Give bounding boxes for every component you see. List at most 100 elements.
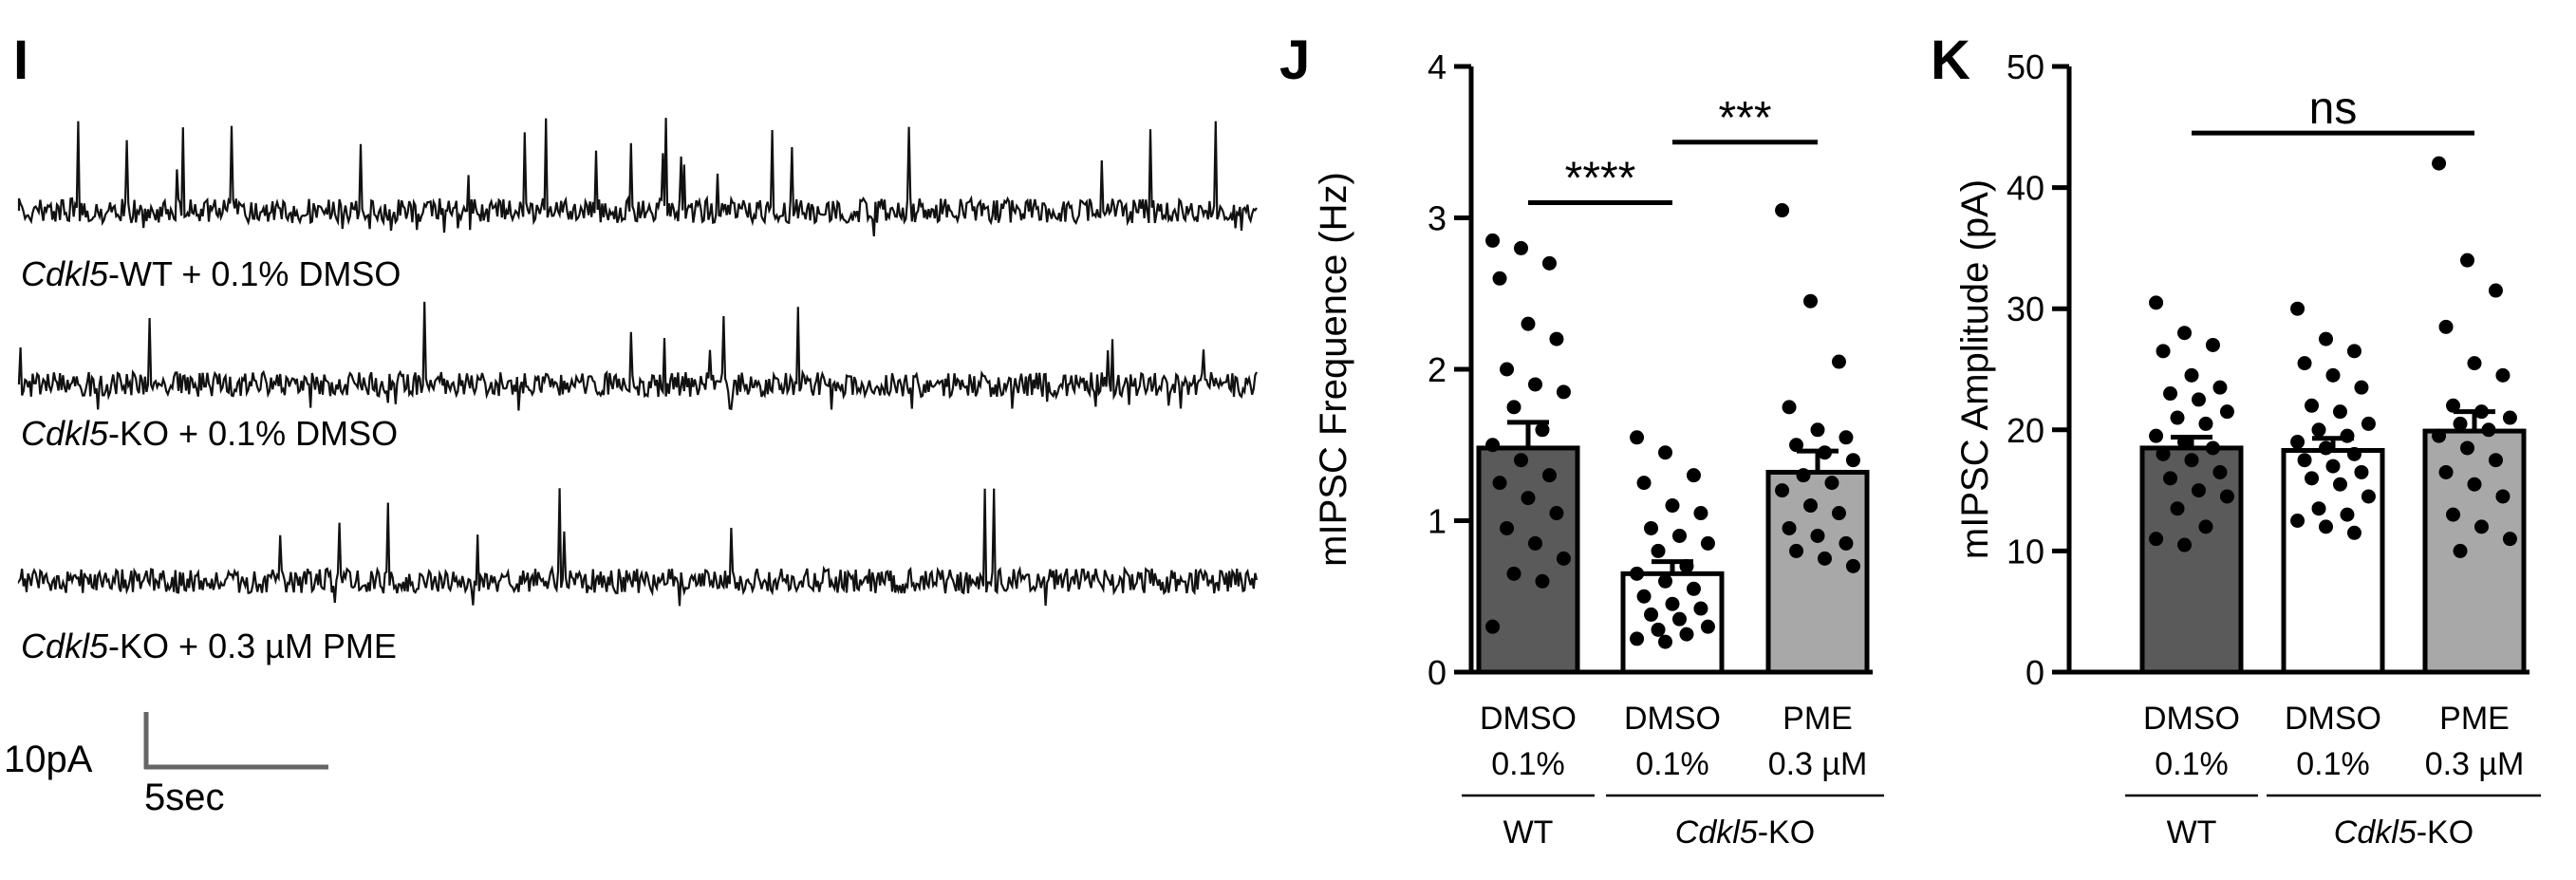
chart-mipsc-frequency: mIPSC Frequence (Hz) 0 1 2 3 4 DMSO 0.1% DMSO 0.1… — [1313, 47, 1884, 851]
category-label-line2: 0.1% — [1635, 746, 1709, 782]
data-point — [2311, 501, 2326, 516]
data-point — [1817, 445, 1832, 460]
data-point — [1839, 430, 1854, 445]
data-point — [2438, 319, 2454, 334]
category-label-line2: 0.1% — [1491, 746, 1565, 782]
category-label-line1: PME — [2439, 701, 2510, 737]
data-point — [1775, 203, 1790, 218]
y-tick-label: 50 — [2007, 47, 2044, 86]
panel-j-letter: J — [1279, 29, 1311, 91]
data-point — [1541, 255, 1557, 271]
data-point — [2319, 440, 2334, 456]
data-point — [1527, 377, 1542, 392]
panel-k-letter: K — [1931, 29, 1970, 91]
data-point — [1686, 581, 1701, 596]
data-point — [1679, 627, 1694, 642]
data-point — [2219, 404, 2234, 420]
data-point — [1658, 445, 1673, 460]
data-point — [1671, 611, 1687, 627]
data-point — [1541, 468, 1557, 483]
y-tick-label: 3 — [1428, 199, 1447, 238]
data-point — [1845, 558, 1860, 573]
data-point — [2332, 477, 2347, 492]
data-point — [2170, 501, 2185, 516]
bar-1 — [2281, 447, 2385, 675]
y-tick-label: 4 — [1428, 47, 1447, 86]
data-point — [1485, 233, 1501, 248]
data-point — [2460, 253, 2475, 268]
data-point — [1665, 596, 1680, 611]
data-point — [1651, 543, 1666, 558]
y-axis-label: mIPSC Amplitude (pA) — [1954, 179, 1996, 559]
data-point — [2354, 380, 2369, 395]
data-point — [1824, 476, 1839, 491]
scale-bar — [143, 712, 328, 770]
data-point — [2219, 489, 2234, 504]
significance-label: **** — [1565, 154, 1636, 204]
trace-area — [17, 118, 1259, 607]
data-point — [1831, 354, 1846, 369]
data-point — [1636, 476, 1652, 491]
data-point — [2149, 295, 2164, 310]
data-point — [2198, 519, 2213, 534]
trace-ko-dmso — [17, 301, 1258, 411]
data-point — [2290, 301, 2305, 316]
data-point — [2177, 435, 2193, 450]
data-point — [2305, 398, 2320, 413]
y-tick-label: 20 — [2007, 411, 2044, 450]
significance-label: ns — [2309, 84, 2358, 134]
significance-label: *** — [1718, 93, 1771, 143]
data-point — [1831, 506, 1846, 521]
group-label: WT — [2167, 814, 2217, 851]
data-point — [2361, 416, 2376, 431]
data-point — [2502, 532, 2517, 547]
data-point — [1521, 491, 1536, 506]
data-point — [2198, 416, 2213, 431]
data-point — [1782, 400, 1797, 415]
y-tick-label: 2 — [1428, 350, 1447, 389]
data-point — [2325, 459, 2341, 474]
data-point — [1485, 438, 1501, 453]
category-label-line1: PME — [1783, 701, 1853, 737]
data-point — [2290, 435, 2305, 450]
data-point — [1521, 316, 1536, 331]
group-label: WT — [1503, 814, 1554, 851]
data-point — [2319, 331, 2334, 346]
data-point — [1679, 558, 1694, 573]
bar-2 — [2422, 428, 2527, 675]
data-point — [2177, 326, 2193, 341]
data-point — [1492, 271, 1507, 286]
data-point — [2184, 367, 2199, 383]
data-point — [1500, 362, 1515, 377]
data-point — [1817, 551, 1832, 566]
data-point — [1789, 438, 1804, 453]
data-point — [2473, 404, 2489, 420]
data-point — [2502, 410, 2517, 425]
data-point — [2163, 386, 2178, 402]
data-point — [1700, 535, 1715, 551]
data-point — [1644, 520, 1659, 535]
data-point — [1803, 293, 1819, 309]
data-point — [2340, 507, 2355, 522]
data-point — [2170, 410, 2185, 425]
scale-time-label: 5sec — [144, 777, 225, 818]
data-point — [1658, 573, 1673, 589]
group-label: Cdkl5-KO — [2334, 814, 2473, 851]
data-point — [2432, 156, 2447, 171]
data-point — [2361, 489, 2376, 504]
data-point — [2467, 356, 2482, 371]
data-point — [2212, 380, 2228, 395]
y-tick-label: 0 — [1428, 653, 1447, 692]
data-point — [2473, 519, 2489, 534]
data-point — [1775, 483, 1790, 498]
data-point — [1492, 476, 1507, 491]
y-axis-label: mIPSC Frequence (Hz) — [1313, 172, 1354, 567]
data-point — [1549, 506, 1564, 521]
data-point — [2432, 428, 2447, 443]
data-point — [1839, 535, 1854, 551]
data-point — [1506, 566, 1521, 581]
category-label-line1: DMSO — [1624, 701, 1721, 737]
data-point — [2184, 453, 2199, 468]
data-point — [1556, 551, 1571, 566]
data-point — [2460, 440, 2475, 456]
